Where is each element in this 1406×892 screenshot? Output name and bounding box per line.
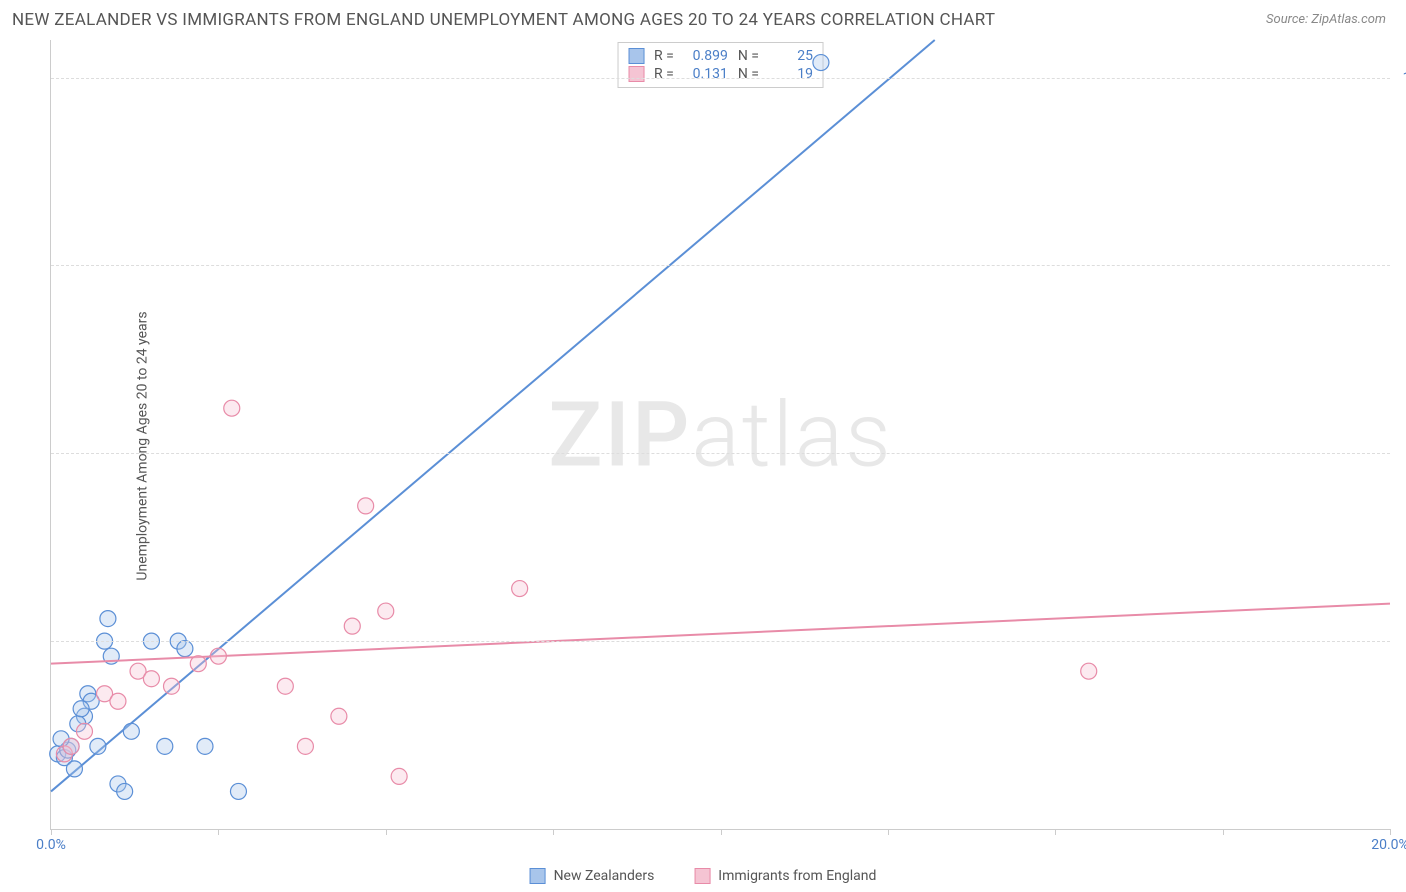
swatch-series1-bottom bbox=[530, 868, 546, 884]
plot-area: ZIPatlas R = 0.899 N = 25 R = 0.131 N = … bbox=[50, 40, 1390, 830]
legend-label-series2: Immigrants from England bbox=[718, 868, 876, 884]
data-point bbox=[331, 708, 347, 724]
data-point bbox=[512, 581, 528, 597]
x-tick-label: 20.0% bbox=[1371, 837, 1406, 853]
x-tick-mark bbox=[386, 829, 387, 835]
legend-item-series2: Immigrants from England bbox=[694, 868, 876, 884]
data-point bbox=[157, 738, 173, 754]
x-tick-label: 0.0% bbox=[36, 837, 66, 853]
grid-line bbox=[51, 265, 1390, 266]
data-point bbox=[143, 671, 159, 687]
data-point bbox=[100, 611, 116, 627]
data-point bbox=[76, 723, 92, 739]
data-point bbox=[230, 783, 246, 799]
data-point bbox=[73, 701, 89, 717]
data-point bbox=[297, 738, 313, 754]
x-tick-mark bbox=[218, 829, 219, 835]
x-tick-mark bbox=[51, 829, 52, 835]
data-point bbox=[123, 723, 139, 739]
data-point bbox=[224, 400, 240, 416]
bottom-legend: New Zealanders Immigrants from England bbox=[530, 868, 877, 884]
legend-item-series1: New Zealanders bbox=[530, 868, 655, 884]
trendline bbox=[51, 604, 1390, 664]
source-attribution: Source: ZipAtlas.com bbox=[1266, 12, 1386, 27]
data-point bbox=[90, 738, 106, 754]
chart-title: NEW ZEALANDER VS IMMIGRANTS FROM ENGLAND… bbox=[12, 10, 995, 30]
data-point bbox=[344, 618, 360, 634]
trendline bbox=[51, 40, 935, 791]
x-tick-mark bbox=[888, 829, 889, 835]
x-tick-mark bbox=[553, 829, 554, 835]
x-tick-mark bbox=[1055, 829, 1056, 835]
data-point bbox=[391, 768, 407, 784]
data-point bbox=[197, 738, 213, 754]
x-tick-mark bbox=[721, 829, 722, 835]
data-point bbox=[177, 641, 193, 657]
legend-label-series1: New Zealanders bbox=[554, 868, 655, 884]
grid-line bbox=[51, 78, 1390, 79]
y-tick-label: 100.0% bbox=[1403, 70, 1406, 86]
data-point bbox=[63, 738, 79, 754]
data-point bbox=[378, 603, 394, 619]
data-point bbox=[1081, 663, 1097, 679]
data-point bbox=[110, 693, 126, 709]
x-tick-mark bbox=[1223, 829, 1224, 835]
data-point bbox=[813, 55, 829, 71]
data-point bbox=[277, 678, 293, 694]
data-point bbox=[164, 678, 180, 694]
data-point bbox=[190, 656, 206, 672]
data-point bbox=[66, 761, 82, 777]
grid-line bbox=[51, 641, 1390, 642]
plot-svg bbox=[51, 40, 1390, 829]
swatch-series2-bottom bbox=[694, 868, 710, 884]
data-point bbox=[358, 498, 374, 514]
data-point bbox=[117, 783, 133, 799]
grid-line bbox=[51, 453, 1390, 454]
data-point bbox=[210, 648, 226, 664]
x-tick-mark bbox=[1390, 829, 1391, 835]
